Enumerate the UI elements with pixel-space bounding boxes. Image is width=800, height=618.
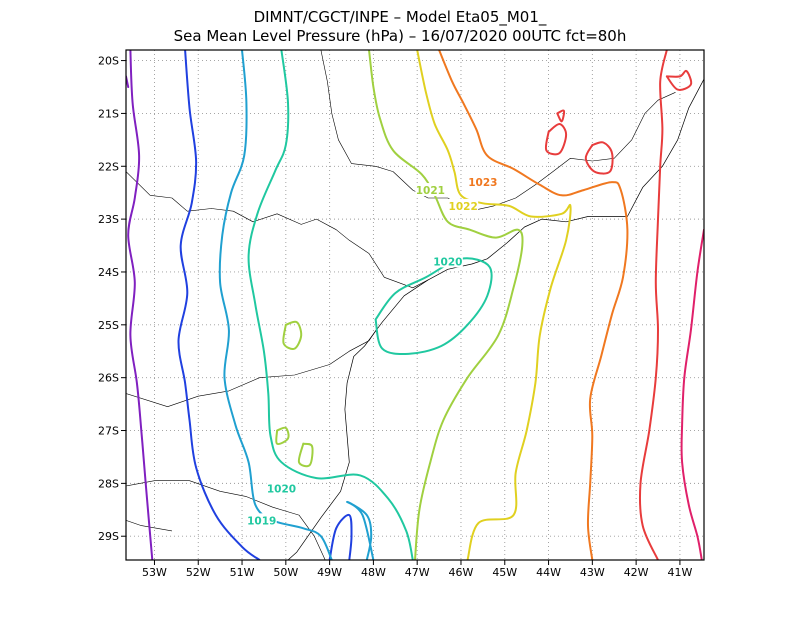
contour-1017: [328, 513, 353, 560]
x-tick-label: 41W: [667, 566, 692, 579]
contour-1024: [638, 50, 668, 560]
contour-label: 1020: [267, 484, 296, 496]
contour-label-halo: [246, 513, 277, 527]
x-tick-label: 48W: [361, 566, 386, 579]
contour-label: 1020: [433, 256, 462, 268]
x-tick-label: 44W: [536, 566, 561, 579]
chart-title-line2: Sea Mean Level Pressure (hPa) – 16/07/20…: [174, 27, 627, 45]
state-border: [126, 171, 429, 289]
y-tick-label: 25S: [98, 319, 119, 332]
gridlines: [126, 50, 704, 560]
x-tick-label: 45W: [492, 566, 517, 579]
contour-1018: [218, 50, 333, 560]
x-tick-label: 46W: [449, 566, 474, 579]
contour-1021: [282, 320, 303, 350]
contour-1024: [584, 141, 614, 175]
contour-1024: [556, 109, 566, 123]
state-border: [320, 50, 676, 212]
y-tick-label: 23S: [98, 213, 119, 226]
contour-label-halo: [432, 254, 463, 268]
chart-title-line1: DIMNT/CGCT/INPE – Model Eta05_M01_: [254, 8, 547, 27]
contour-1017: [177, 50, 261, 560]
contour-1019: [247, 50, 414, 560]
coastline: [287, 78, 704, 560]
contour-label: 1022: [449, 201, 478, 213]
plot-frame: [125, 49, 705, 561]
contour-1016: [127, 50, 154, 560]
x-tick-label: 53W: [142, 566, 167, 579]
y-tick-label: 26S: [98, 372, 119, 385]
contour-layer: [126, 50, 704, 560]
y-tick-label: 21S: [98, 107, 119, 120]
state-border: [126, 520, 173, 532]
contour-1020: [374, 257, 493, 356]
contour-label-halo: [448, 198, 479, 212]
x-tick-label: 50W: [273, 566, 298, 579]
state-border: [126, 327, 379, 407]
contour-label: 1023: [468, 177, 497, 189]
contour-label-layer: 1023 1022 1021 1020 1020 1019: [246, 175, 498, 527]
y-tick-label: 22S: [98, 160, 119, 173]
contour-label: 1019: [247, 515, 276, 527]
x-tick-label: 52W: [186, 566, 211, 579]
x-tick-label: 49W: [317, 566, 342, 579]
y-tick-label: 24S: [98, 266, 119, 279]
map-layer: [126, 50, 704, 560]
x-tick-label: 43W: [580, 566, 605, 579]
contour-label-halo: [467, 175, 498, 189]
contour-1021: [275, 426, 290, 445]
x-tick-label: 51W: [230, 566, 255, 579]
contour-1021: [297, 442, 314, 468]
contour-label-halo: [415, 183, 446, 197]
x-tick-label: 42W: [624, 566, 649, 579]
contour-label-halo: [266, 481, 297, 495]
contour-label: 1021: [416, 185, 445, 197]
contour-1022: [416, 50, 572, 560]
y-tick-label: 20S: [98, 55, 119, 68]
y-axis-ticks: 20S 21S 22S 23S 24S 25S 26S 27S 28S 29S: [98, 55, 126, 543]
x-axis-ticks: 53W 52W 51W 50W 49W 48W 47W 46W 45W 44W 43W 42W 41W: [142, 560, 692, 579]
y-tick-label: 28S: [98, 477, 119, 490]
y-tick-label: 27S: [98, 425, 119, 438]
contour-1024: [544, 123, 568, 156]
contour-1024: [665, 69, 693, 91]
contour-1025: [680, 228, 704, 560]
contour-1018: [346, 500, 375, 560]
y-tick-label: 29S: [98, 530, 119, 543]
contour-1021: [368, 50, 524, 560]
contour-1023: [438, 50, 629, 560]
x-tick-label: 47W: [405, 566, 430, 579]
